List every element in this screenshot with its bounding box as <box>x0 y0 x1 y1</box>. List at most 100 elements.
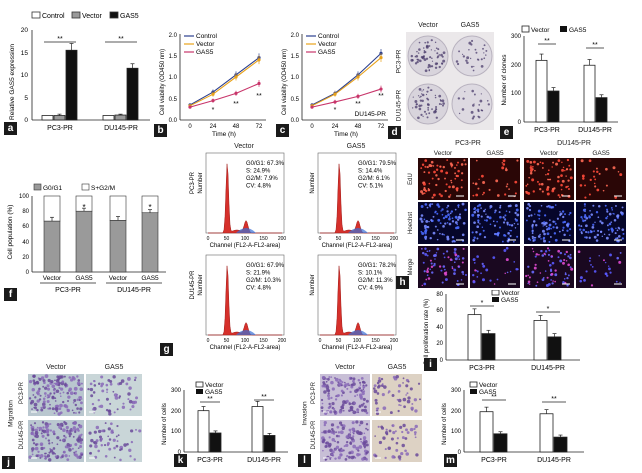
nucleus <box>446 210 449 213</box>
nucleus <box>592 204 595 207</box>
stained-cell <box>362 402 365 405</box>
nucleus <box>608 267 611 271</box>
stained-cell <box>34 431 39 435</box>
nucleus <box>508 223 511 227</box>
stained-cell <box>46 399 50 403</box>
significance-mark: ** <box>118 36 124 43</box>
nucleus <box>435 168 439 171</box>
stained-cell <box>322 449 324 452</box>
nucleus <box>560 188 563 191</box>
stained-cell <box>385 428 388 431</box>
stained-cell <box>324 445 328 448</box>
nucleus <box>551 166 553 168</box>
fluorescence-image <box>524 202 574 244</box>
nucleus <box>541 222 544 225</box>
row-label: PC3-PR <box>190 171 196 194</box>
nucleus <box>426 254 429 257</box>
stained-cell <box>343 384 347 387</box>
x-category-label: GAS5 <box>141 275 159 282</box>
stained-cell <box>354 395 357 398</box>
x-ticks: 0 24 48 72 <box>188 124 263 130</box>
cell-cycle-stat: S: 24.9% <box>246 169 271 175</box>
stained-cell <box>349 390 352 394</box>
cell-cycle-stat: G2/M: 7.9% <box>246 176 278 182</box>
nucleus <box>565 259 568 262</box>
stained-cell <box>51 451 55 455</box>
nucleus <box>463 159 466 162</box>
stained-cell <box>49 447 52 450</box>
nucleus <box>559 196 561 198</box>
nucleus <box>561 179 565 183</box>
nucleus <box>552 226 555 229</box>
stained-cell <box>38 398 42 401</box>
stained-cell <box>59 392 62 395</box>
nucleus <box>460 186 463 189</box>
stained-cell <box>414 409 418 413</box>
nucleus <box>563 277 566 280</box>
nucleus <box>544 214 547 217</box>
stained-cell <box>395 441 399 445</box>
nucleus <box>504 235 507 237</box>
nucleus <box>590 263 592 266</box>
bar-vector <box>479 411 494 453</box>
nucleus <box>504 214 507 217</box>
stained-cell <box>41 434 45 438</box>
stained-cell <box>417 382 421 385</box>
y-tick-label: 1.5 <box>169 54 178 60</box>
stained-cell <box>133 379 137 382</box>
stained-cell <box>352 377 356 381</box>
stained-cell <box>54 453 56 455</box>
colony <box>457 97 461 100</box>
nucleus <box>505 246 509 250</box>
stained-cell <box>362 397 366 401</box>
nucleus <box>495 179 499 183</box>
nucleus <box>434 264 436 267</box>
nucleus <box>484 219 486 221</box>
colony <box>426 116 429 119</box>
colony <box>426 41 429 44</box>
stained-cell <box>346 454 349 458</box>
stained-cell <box>31 408 33 410</box>
nucleus <box>457 204 460 207</box>
colony <box>472 115 476 118</box>
nucleus <box>589 178 592 182</box>
nucleus <box>583 203 586 206</box>
nucleus <box>539 187 542 191</box>
stained-cell <box>135 428 137 431</box>
nucleus <box>580 225 583 228</box>
y-axis-label: Number of clones <box>501 54 508 106</box>
nucleus <box>431 271 434 274</box>
nucleus <box>499 204 502 207</box>
panel-b: Control Vector GAS5 Cell viability (OD45… <box>154 30 270 138</box>
stained-cell <box>66 458 70 461</box>
nucleus <box>543 222 547 226</box>
nucleus <box>457 215 461 219</box>
stained-cell <box>413 398 417 402</box>
y-axis-label: Cell viability (OD450 nm) <box>160 49 166 115</box>
nucleus <box>423 270 426 273</box>
stained-cell <box>328 442 332 447</box>
nucleus <box>444 215 448 219</box>
nucleus <box>441 233 444 236</box>
colony <box>434 96 437 99</box>
colony <box>410 58 414 62</box>
nucleus <box>619 211 623 214</box>
x-tick-label: 0 <box>310 124 314 130</box>
nucleus <box>476 205 479 208</box>
stained-cell <box>52 447 56 450</box>
stained-cell <box>134 376 137 379</box>
stained-cell <box>89 382 93 386</box>
nucleus <box>449 194 452 196</box>
stained-cell <box>68 448 72 452</box>
stained-cell <box>29 401 33 405</box>
panel-f: G0/G1 S+G2/M Cell population (%) 0 20 40… <box>4 180 170 302</box>
stained-cell <box>352 410 357 415</box>
stained-cell <box>336 425 340 429</box>
data-point <box>379 87 383 91</box>
stained-cell <box>388 390 391 393</box>
nucleus <box>545 174 547 176</box>
cell-cycle-stat: G0/G1: 78.2% <box>358 263 397 269</box>
stained-cell <box>329 458 332 460</box>
stained-cell <box>349 431 352 433</box>
stained-cell <box>74 442 78 446</box>
